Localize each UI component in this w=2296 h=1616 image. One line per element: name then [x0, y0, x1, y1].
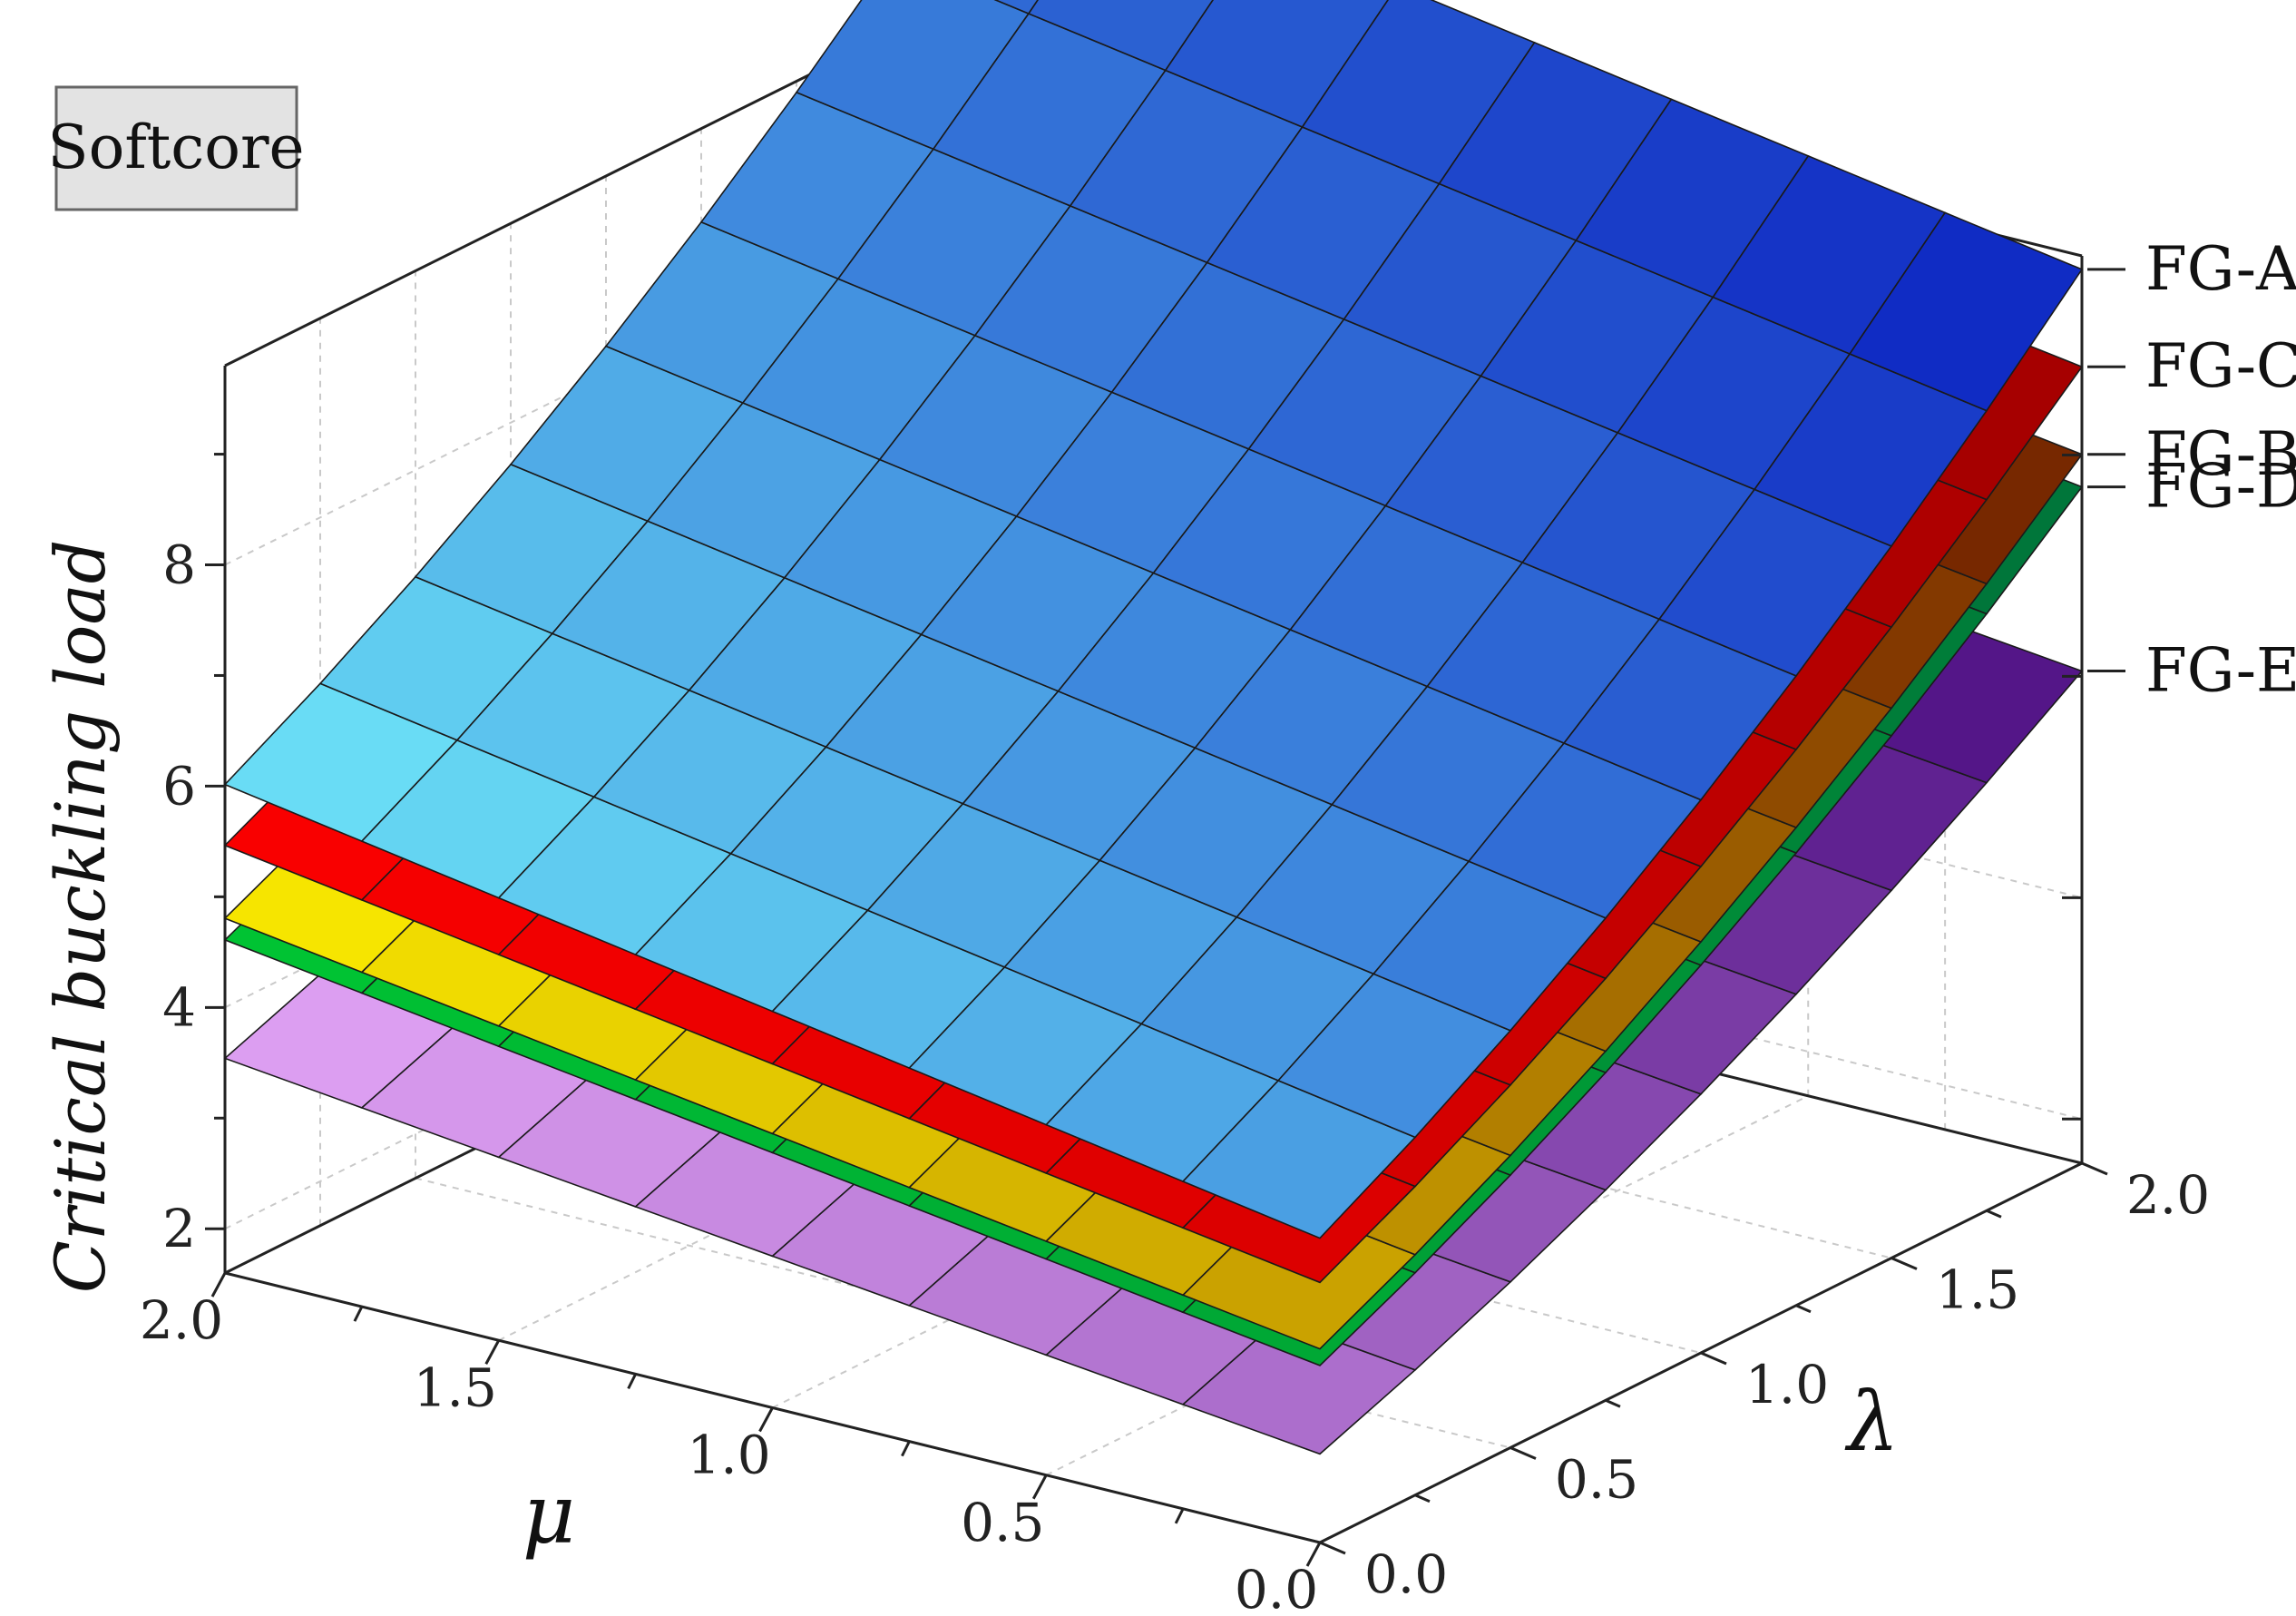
mu-tick-label: 0.5: [961, 1492, 1044, 1553]
lambda-tick: [1700, 1351, 1727, 1366]
lambda-tick: [1509, 1446, 1537, 1460]
lambda-minor-tick: [1986, 1209, 2002, 1219]
lambda-minor-tick: [1795, 1304, 1812, 1314]
surface-patch: [1848, 211, 2084, 412]
mu-tick: [484, 1339, 501, 1365]
surface-fg-a: [223, 0, 2084, 1239]
mu-minor-tick: [1174, 1508, 1185, 1524]
mu-tick-label: 0.0: [1235, 1559, 1318, 1616]
z-tick-label: 4: [162, 976, 196, 1038]
surface-label-fg-c: FG-C: [2145, 331, 2296, 401]
annotation-box: Softcore: [47, 85, 305, 211]
mu-tick-label: 2.0: [140, 1289, 223, 1351]
surface-label-fg-b: FG-B: [2145, 419, 2296, 489]
lambda-tick-label: 2.0: [2126, 1164, 2210, 1226]
grid-line: [772, 1027, 1535, 1409]
lambda-tick: [1319, 1541, 1346, 1555]
ticks: 2 4 6 8 2.0 1.5 1.0 0.5 0.0 0.0 0.5 1.0 1.5 2.0: [140, 453, 2210, 1616]
mu-tick: [210, 1272, 227, 1298]
annotation-label: Softcore: [47, 113, 304, 182]
lambda-tick-label: 0.5: [1555, 1449, 1638, 1511]
mu-tick-label: 1.5: [414, 1356, 497, 1418]
lambda-minor-tick: [1605, 1398, 1621, 1408]
mu-tick: [1031, 1474, 1048, 1500]
lambda-minor-tick: [1414, 1494, 1431, 1503]
surface-label-fg-d: FG-D: [2145, 452, 2296, 522]
lambda-tick-label: 0.0: [1364, 1543, 1448, 1605]
mu-minor-tick: [901, 1440, 911, 1457]
surface-labels: FG-E FG-DFG-B FG-C FG-A: [2087, 234, 2296, 706]
mu-tick: [758, 1406, 774, 1433]
grid-line: [224, 184, 988, 566]
surfaces: [223, 0, 2084, 1455]
grid-line: [224, 848, 988, 1230]
lambda-tick: [2081, 1161, 2108, 1176]
surface-patch: [993, 0, 1039, 15]
z-tick-label: 2: [162, 1198, 196, 1259]
mu-minor-tick: [627, 1373, 637, 1390]
z-tick-label: 6: [162, 755, 196, 817]
mu-minor-tick: [353, 1306, 364, 1322]
mu-tick-label: 1.0: [687, 1425, 770, 1486]
z-axis-label: Critical buckling load: [40, 540, 121, 1294]
surface-label-fg-e: FG-E: [2145, 636, 2296, 706]
z-tick-label: 8: [162, 534, 196, 596]
lambda-axis-label: λ: [1844, 1375, 1899, 1470]
lambda-tick-label: 1.5: [1936, 1259, 2019, 1321]
surface-label-fg-a: FG-A: [2145, 234, 2296, 304]
lambda-tick-label: 1.0: [1745, 1354, 1829, 1415]
lambda-tick: [1891, 1257, 1918, 1270]
grid-line: [1045, 1094, 1809, 1476]
surface-patch: [1164, 0, 1389, 128]
grid-line: [498, 960, 1262, 1342]
mu-axis-label: μ: [523, 1467, 576, 1562]
surface-patch: [1027, 0, 1215, 72]
mu-tick: [1305, 1542, 1322, 1567]
